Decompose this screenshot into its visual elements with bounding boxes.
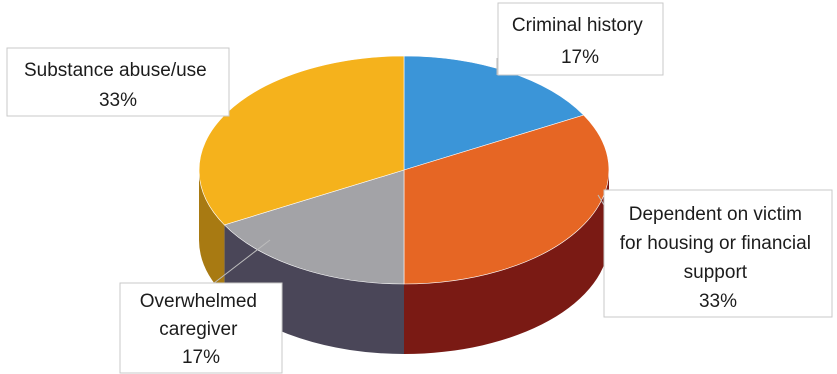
label-line: 33% (699, 291, 737, 312)
label-line: Criminal history (512, 15, 643, 36)
svg-text:Dependent on victim for: Dependent on victim for housing or finan… (620, 204, 816, 312)
pie-top (198, 55, 610, 285)
pie-side-dependent-on-victim-for-housing-or-financial-support (404, 170, 609, 354)
svg-text:Criminal history 17%: Criminal history 17% (512, 15, 648, 68)
label-line: Overwhelmed (140, 291, 257, 312)
label-line: 17% (561, 47, 599, 68)
label-line: 33% (99, 90, 137, 111)
svg-text:Substance abuse/use 33%: Substance abuse/use 33% (24, 60, 212, 111)
label-line: caregiver (159, 319, 238, 340)
label-dependent-on-victim: Dependent on victim for housing or finan… (603, 189, 833, 318)
label-line: support (684, 262, 748, 283)
label-overwhelmed-caregiver: Overwhelmed caregiver 17% (119, 282, 283, 374)
label-substance-abuse: Substance abuse/use 33% (6, 47, 230, 117)
pie-slice-overwhelmed-caregiver (223, 169, 405, 285)
pie-side-substance-abuse-use (199, 170, 225, 295)
leader-lines (204, 58, 605, 291)
label-line: 17% (182, 347, 220, 368)
label-line: Substance abuse/use (24, 60, 207, 81)
pie-slice-dependent-on-victim-for-housing-or-financial-support (403, 114, 610, 285)
label-criminal-history: Criminal history 17% (497, 2, 664, 76)
label-line: for housing or financial (620, 233, 811, 254)
label-line: Dependent on victim (629, 204, 802, 225)
svg-text:Overwhelmed caregiver: Overwhelmed caregiver 17% (140, 291, 263, 368)
